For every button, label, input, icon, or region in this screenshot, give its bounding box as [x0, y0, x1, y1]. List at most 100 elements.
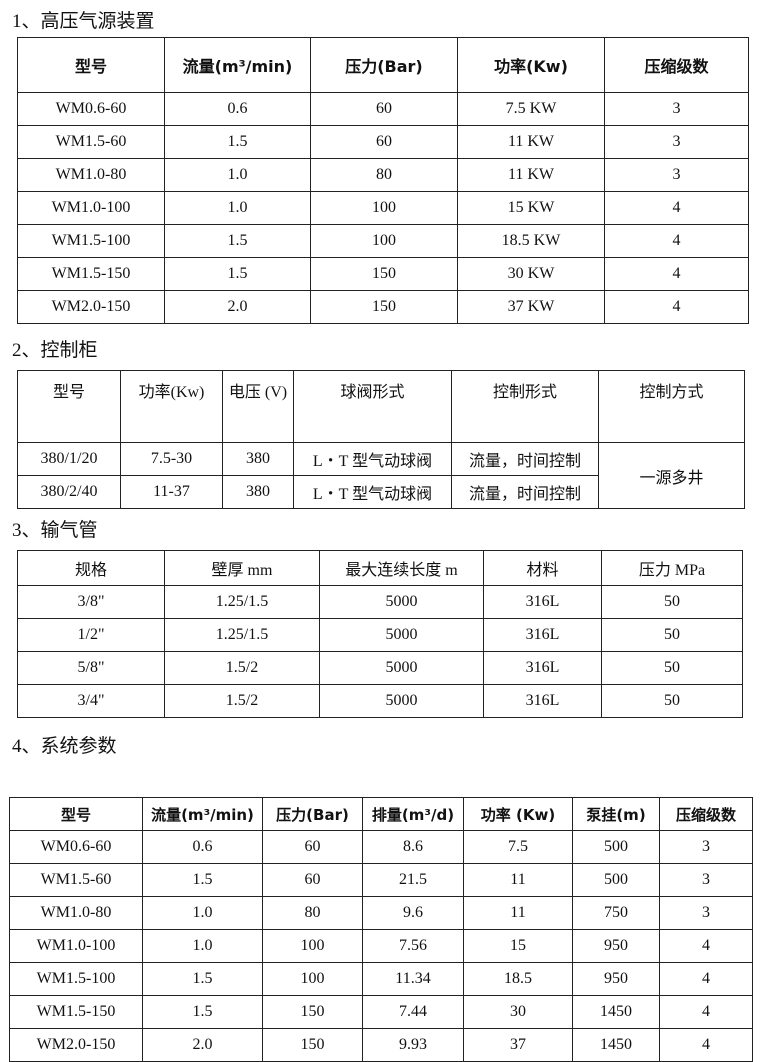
- cell: 60: [262, 830, 363, 864]
- cell: 1.0: [142, 896, 263, 930]
- cell: WM1.5-100: [17, 224, 165, 258]
- cell: 4: [604, 224, 749, 258]
- cell: 5000: [319, 684, 484, 718]
- cell: 100: [310, 191, 458, 225]
- header-cell: 控制形式: [451, 370, 599, 443]
- cell: 3: [659, 830, 753, 864]
- table-row: WM2.0-150 2.0 150 37 KW 4: [17, 290, 749, 324]
- header-cell: 泵挂(m): [572, 797, 660, 831]
- cell: 60: [262, 863, 363, 897]
- cell: 50: [601, 585, 743, 619]
- cell: 1450: [572, 995, 660, 1029]
- cell: 4: [604, 257, 749, 291]
- cell: L・T 型气动球阀: [293, 475, 452, 509]
- header-cell: 功率(Kw): [457, 37, 605, 93]
- header-cell: 功率 (Kw): [463, 797, 573, 831]
- cell: 150: [262, 1028, 363, 1062]
- cell: 1.0: [164, 191, 311, 225]
- cell: 3: [659, 863, 753, 897]
- header-cell: 规格: [17, 550, 165, 586]
- cell: 100: [310, 224, 458, 258]
- cell: 30: [463, 995, 573, 1029]
- air-source-table: 型号 流量(m³/min) 压力(Bar) 功率(Kw) 压缩级数 WM0.6-60 0.6…: [17, 37, 749, 324]
- cell: 3/4": [17, 684, 165, 718]
- cell: 380: [222, 442, 294, 476]
- table-row: WM1.5-150 1.5 150 30 KW 4: [17, 257, 749, 291]
- cell: 7.5: [463, 830, 573, 864]
- cell: 30 KW: [457, 257, 605, 291]
- cell: 1450: [572, 1028, 660, 1062]
- header-row: 型号 功率(Kw) 电压 (V) 球阀形式 控制形式 控制方式: [17, 370, 745, 443]
- cell: 3/8": [17, 585, 165, 619]
- cell: 150: [310, 290, 458, 324]
- cell: 15 KW: [457, 191, 605, 225]
- cell: WM0.6-60: [17, 92, 165, 126]
- header-cell: 流量(m³/min): [164, 37, 311, 93]
- cell: 11-37: [120, 475, 223, 509]
- header-cell: 材料: [483, 550, 602, 586]
- cell: WM1.0-100: [9, 929, 143, 963]
- cell: 18.5 KW: [457, 224, 605, 258]
- cell: 4: [604, 290, 749, 324]
- table-row: WM1.5-150 1.5 150 7.44 30 1450 4: [9, 995, 753, 1029]
- cell: WM1.5-100: [9, 962, 143, 996]
- cell: 50: [601, 684, 743, 718]
- cell: 950: [572, 929, 660, 963]
- cell: 18.5: [463, 962, 573, 996]
- cell: 1.5/2: [164, 651, 320, 685]
- cell: 5000: [319, 585, 484, 619]
- cell: 3: [604, 158, 749, 192]
- cell: 2.0: [142, 1028, 263, 1062]
- cell: 4: [659, 962, 753, 996]
- cell: 316L: [483, 585, 602, 619]
- header-cell: 压力(Bar): [310, 37, 458, 93]
- cell: 150: [310, 257, 458, 291]
- cell: WM1.5-60: [9, 863, 143, 897]
- table-row: 3/4" 1.5/2 5000 316L 50: [17, 684, 743, 718]
- cell: 1.0: [164, 158, 311, 192]
- cell: 80: [310, 158, 458, 192]
- cell: 1.5: [142, 995, 263, 1029]
- cell: 150: [262, 995, 363, 1029]
- cell: 4: [604, 191, 749, 225]
- cell: 2.0: [164, 290, 311, 324]
- cell: WM2.0-150: [9, 1028, 143, 1062]
- cell: 380/2/40: [17, 475, 121, 509]
- cell: 50: [601, 618, 743, 652]
- table-row: WM0.6-60 0.6 60 8.6 7.5 500 3: [9, 830, 753, 864]
- cell: 1.0: [142, 929, 263, 963]
- cell: 7.56: [362, 929, 464, 963]
- table-row: WM1.0-100 1.0 100 7.56 15 950 4: [9, 929, 753, 963]
- cell: 5/8": [17, 651, 165, 685]
- cell: 37: [463, 1028, 573, 1062]
- header-cell: 功率(Kw): [120, 370, 223, 443]
- header-cell: 壁厚 mm: [164, 550, 320, 586]
- cell: 5000: [319, 651, 484, 685]
- cell: WM1.0-80: [9, 896, 143, 930]
- cell: 500: [572, 830, 660, 864]
- table-row: WM1.5-60 1.5 60 21.5 11 500 3: [9, 863, 753, 897]
- table-row: WM2.0-150 2.0 150 9.93 37 1450 4: [9, 1028, 753, 1062]
- cell: 1.25/1.5: [164, 585, 320, 619]
- cell: 37 KW: [457, 290, 605, 324]
- cell: 1.5: [164, 125, 311, 159]
- header-cell: 型号: [17, 370, 121, 443]
- table-row: WM0.6-60 0.6 60 7.5 KW 3: [17, 92, 749, 126]
- cell: 1.5: [142, 962, 263, 996]
- cell: 1.5: [142, 863, 263, 897]
- header-cell: 压缩级数: [659, 797, 753, 831]
- cell: 1.25/1.5: [164, 618, 320, 652]
- cell: 7.44: [362, 995, 464, 1029]
- table-row: 5/8" 1.5/2 5000 316L 50: [17, 651, 743, 685]
- table-row: WM1.0-80 1.0 80 9.6 11 750 3: [9, 896, 753, 930]
- header-row: 规格 壁厚 mm 最大连续长度 m 材料 压力 MPa: [17, 550, 743, 586]
- cell: 50: [601, 651, 743, 685]
- cell: WM0.6-60: [9, 830, 143, 864]
- table-row: 1/2" 1.25/1.5 5000 316L 50: [17, 618, 743, 652]
- header-cell: 最大连续长度 m: [319, 550, 484, 586]
- cell: 750: [572, 896, 660, 930]
- cell: 0.6: [164, 92, 311, 126]
- cell: 4: [659, 1028, 753, 1062]
- cell: 9.6: [362, 896, 464, 930]
- cell: 3: [604, 125, 749, 159]
